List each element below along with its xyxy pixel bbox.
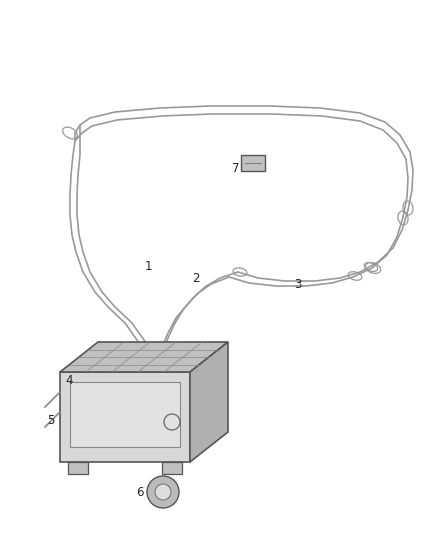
Text: 4: 4 (65, 374, 73, 386)
Text: 5: 5 (47, 414, 55, 426)
Polygon shape (60, 372, 190, 462)
FancyBboxPatch shape (162, 462, 182, 474)
Text: 3: 3 (294, 279, 302, 292)
Text: 7: 7 (232, 161, 240, 174)
Circle shape (155, 484, 171, 500)
FancyBboxPatch shape (241, 155, 265, 171)
Polygon shape (60, 342, 228, 372)
Circle shape (147, 476, 179, 508)
Text: 6: 6 (136, 486, 144, 498)
Text: 2: 2 (192, 271, 200, 285)
FancyBboxPatch shape (70, 382, 180, 447)
FancyBboxPatch shape (68, 462, 88, 474)
Text: 1: 1 (144, 261, 152, 273)
Polygon shape (190, 342, 228, 462)
